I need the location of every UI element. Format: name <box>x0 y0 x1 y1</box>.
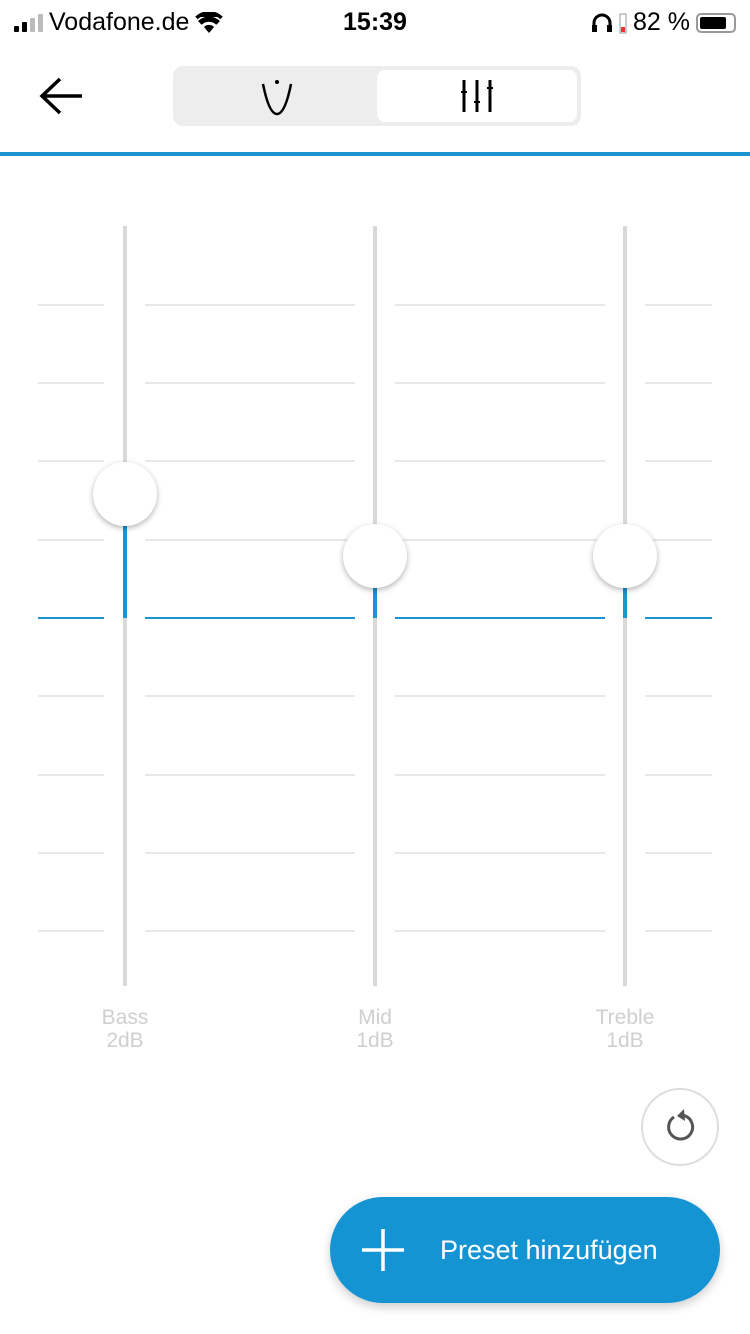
grid-line <box>38 382 104 385</box>
reset-button[interactable] <box>641 1088 719 1166</box>
clock: 15:39 <box>343 8 407 36</box>
band-name: Bass <box>101 1006 149 1029</box>
battery-percent: 82 % <box>633 8 690 36</box>
reset-icon <box>667 1109 695 1141</box>
grid-line <box>645 773 712 776</box>
grid-line <box>395 695 605 698</box>
grid-line <box>395 303 605 306</box>
zero-line <box>645 617 712 619</box>
status-bar: Vodafone.de 15:39 82 % <box>0 0 750 44</box>
band-name: Treble <box>595 1006 655 1029</box>
band-name: Mid <box>358 1006 392 1029</box>
grid-line <box>645 303 712 306</box>
grid-line <box>645 538 712 541</box>
grid-line <box>145 460 355 463</box>
slider-thumb-mid[interactable] <box>343 524 407 588</box>
grid-line <box>38 773 104 776</box>
back-button[interactable] <box>36 74 86 118</box>
headphones-icon <box>592 13 613 32</box>
band-value: 1dB <box>606 1029 644 1052</box>
band-label: Bass 2dB <box>65 1006 185 1052</box>
band-label: Treble 1dB <box>565 1006 685 1052</box>
slider-fill <box>123 494 127 618</box>
grid-line <box>38 538 104 541</box>
grid-line <box>395 773 605 776</box>
view-toggle <box>173 66 581 126</box>
curve-icon <box>261 80 293 116</box>
add-preset-button[interactable]: Preset hinzufügen <box>330 1197 720 1303</box>
grid-line <box>145 303 355 306</box>
zero-line <box>145 617 355 619</box>
grid-line <box>145 851 355 854</box>
grid-line <box>645 695 712 698</box>
grid-line <box>645 460 712 463</box>
battery-icon <box>696 12 736 33</box>
grid-line <box>395 538 605 541</box>
grid-line <box>395 382 605 385</box>
grid-line <box>145 382 355 385</box>
grid-line <box>145 773 355 776</box>
grid-line <box>38 303 104 306</box>
grid-line <box>645 382 712 385</box>
tab-curve[interactable] <box>177 70 377 122</box>
grid-line <box>395 460 605 463</box>
grid-line <box>395 930 605 933</box>
band-value: 2dB <box>106 1029 144 1052</box>
grid-line <box>38 930 104 933</box>
wifi-icon <box>195 11 224 33</box>
add-preset-label: Preset hinzufügen <box>440 1234 658 1265</box>
headphone-battery-icon <box>619 13 627 33</box>
slider-thumb-treble[interactable] <box>593 524 657 588</box>
band-value: 1dB <box>356 1029 394 1052</box>
plus-icon <box>362 1229 404 1271</box>
arrow-left-icon <box>39 77 82 115</box>
zero-line <box>395 617 605 619</box>
header-divider <box>0 152 750 156</box>
grid-line <box>145 695 355 698</box>
carrier-name: Vodafone.de <box>49 8 190 36</box>
tab-sliders[interactable] <box>377 70 577 122</box>
sliders-icon <box>461 80 493 112</box>
band-label: Mid 1dB <box>315 1006 435 1052</box>
grid-line <box>145 538 355 541</box>
zero-line <box>38 617 104 619</box>
grid-line <box>38 695 104 698</box>
grid-line <box>395 851 605 854</box>
grid-line <box>645 851 712 854</box>
grid-line <box>38 460 104 463</box>
grid-line <box>645 930 712 933</box>
grid-line <box>145 930 355 933</box>
grid-line <box>38 851 104 854</box>
signal-icon <box>14 13 43 32</box>
slider-thumb-bass[interactable] <box>93 462 157 526</box>
